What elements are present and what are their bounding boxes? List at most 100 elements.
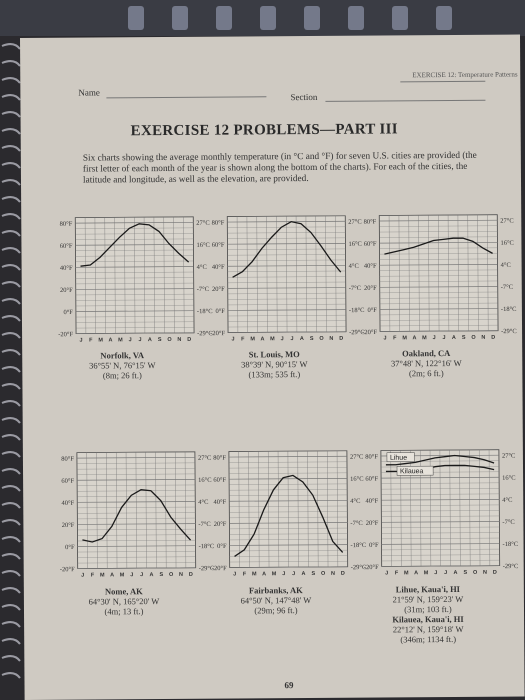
y-tick-label-c: -7°C (350, 520, 362, 527)
y-tick-label-c: -29°C (503, 563, 519, 570)
spiral-coil (1, 196, 21, 203)
month-tick-label: J (434, 570, 437, 576)
spiral-coil (1, 247, 21, 254)
y-tick-label-c: -7°C (501, 284, 513, 291)
y-tick-label-f: 20°F (60, 287, 73, 294)
month-tick-label: M (120, 572, 125, 578)
y-tick-label-f: 0°F (369, 542, 379, 549)
spiral-coil (1, 638, 21, 645)
grid-line (229, 489, 348, 491)
grid-line (227, 298, 346, 300)
spiral-coil (1, 213, 21, 220)
grid-line (388, 215, 391, 332)
y-tick-label-c: -29°C (351, 564, 367, 571)
grid-line (457, 214, 459, 331)
spiral-coil (1, 77, 21, 84)
grid-line (381, 543, 500, 545)
y-tick-label-c: -7°C (502, 519, 514, 526)
y-tick-label-f: 20°F (366, 520, 379, 527)
month-tick-label: A (149, 572, 153, 578)
grid-line (75, 271, 194, 274)
grid-line (84, 217, 87, 334)
grid-line (438, 215, 440, 332)
month-tick-label: M (404, 570, 409, 576)
y-tick-label-c: 4°C (197, 264, 207, 271)
grid-line (77, 479, 196, 481)
y-tick-label-c: 27°C (500, 218, 513, 225)
series-line-lihue (385, 454, 495, 466)
grid-line (76, 462, 195, 464)
month-tick-label: A (109, 337, 113, 343)
y-tick-label-f: 80°F (364, 219, 377, 226)
month-tick-label: O (321, 571, 326, 577)
month-tick-label: F (393, 335, 397, 341)
grid-line (143, 217, 146, 334)
grid-line (459, 449, 461, 566)
grid-line (379, 275, 498, 277)
grid-line (380, 324, 499, 327)
y-tick-label-f: 0°F (65, 544, 75, 551)
grid-line (379, 308, 498, 310)
grid-line (325, 215, 327, 332)
grid-line (487, 214, 489, 331)
grid-line (379, 302, 498, 305)
grid-line (479, 449, 481, 566)
grid-line (75, 233, 194, 235)
month-tick-label: A (301, 571, 305, 577)
grid-line (227, 243, 346, 245)
grid-line (94, 217, 96, 334)
elevation: (2m; 6 ft.) (408, 368, 444, 379)
caption-nome: Nome, AK 64°30' N, 165°20' W (4m; 13 ft.… (64, 586, 184, 617)
grid-line (75, 321, 194, 323)
month-tick-label: M (118, 337, 123, 343)
chart-1: 80°F 27°C 60°F 16°C 40°F 4°C 20°F -7°C 0°F -18°C -… (210, 215, 365, 343)
y-tick-label-f: 80°F (213, 455, 226, 462)
grid-line (75, 238, 194, 240)
grid-line (76, 456, 195, 459)
grid-line (381, 554, 500, 556)
grid-line (390, 450, 392, 567)
grid-line (229, 494, 348, 496)
grid-line (227, 215, 346, 217)
month-tick-label: M (424, 570, 429, 576)
spiral-coil (1, 298, 21, 305)
grid-line (227, 220, 346, 223)
grid-line (276, 216, 278, 333)
month-tick-label: F (89, 337, 93, 343)
y-tick-label-c: 16°C (500, 240, 513, 247)
spiral-coil (1, 451, 21, 458)
grid-line (227, 232, 346, 234)
caption-kauai: Lihue, Kaua'i, HI 21°59' N, 159°23' W (3… (368, 584, 488, 645)
grid-line (227, 303, 346, 306)
grid-line (124, 217, 126, 334)
grid-line (96, 452, 98, 569)
series-line-0 (80, 223, 190, 267)
month-tick-label: N (179, 572, 183, 578)
grid-line (76, 327, 195, 329)
y-tick-label-c: 4°C (349, 263, 359, 270)
grid-line (75, 227, 194, 229)
grid-line (77, 528, 196, 531)
grid-line (75, 266, 194, 268)
spiral-coil (1, 281, 21, 288)
y-tick-label-c: 16°C (196, 242, 209, 249)
grid-line (379, 236, 498, 238)
grid-line (229, 522, 348, 524)
grid-line (75, 305, 194, 307)
month-tick-label: J (233, 572, 236, 578)
y-tick-label-f: 60°F (365, 476, 378, 483)
spiral-coil (1, 434, 21, 441)
y-tick-label-c: 27°C (350, 454, 363, 461)
grid-line (381, 482, 500, 484)
series-line-0 (82, 489, 192, 543)
y-tick-label-f: 80°F (60, 221, 73, 228)
y-tick-label-c: 27°C (502, 453, 515, 460)
grid-line (335, 215, 337, 332)
y-tick-label-c: -18°C (503, 541, 519, 548)
month-tick-label: O (471, 335, 476, 341)
spiral-coil (1, 179, 21, 186)
y-tick-label-f: 20°F (364, 285, 377, 292)
grid-line (135, 452, 137, 569)
binder-tab (392, 6, 408, 30)
series-label: Kilauea (400, 468, 424, 475)
